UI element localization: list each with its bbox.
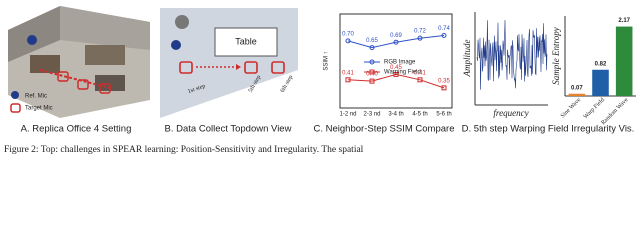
bar <box>615 26 633 97</box>
target-mic-icon <box>179 61 193 74</box>
axis-label: frequency <box>493 108 528 118</box>
table-box <box>214 27 278 57</box>
value-label: 0.41 <box>414 70 426 76</box>
axis-label: Amplitude <box>462 40 472 78</box>
x-tick-label: 5-6 th <box>436 112 451 118</box>
panel-caption: A. Replica Office 4 Setting <box>21 124 132 135</box>
y-axis-label: Sample Entropy <box>551 27 561 84</box>
legend-target-icon <box>10 103 21 113</box>
figure: Ref. Mic Target Mic A. Replica Office 4 … <box>4 6 636 155</box>
series-line <box>347 73 445 89</box>
point <box>369 78 375 84</box>
ref-mic-icon <box>171 40 181 50</box>
value-label: 0.35 <box>438 78 450 84</box>
furniture <box>95 75 125 91</box>
value-label: 0.41 <box>342 70 354 76</box>
value-label: 2.17 <box>618 18 630 24</box>
panel-caption: C. Neighbor-Step SSIM Compare <box>314 124 455 135</box>
point <box>369 45 375 51</box>
panel-caption: B. Data Collect Topdown View <box>165 124 292 135</box>
waveform <box>474 12 548 106</box>
point <box>345 77 351 83</box>
target-mic-icon <box>77 79 89 90</box>
room-render <box>8 6 150 118</box>
point <box>345 38 351 44</box>
value-label: 0.07 <box>571 85 583 91</box>
value-label: 0.74 <box>438 26 450 32</box>
point <box>393 71 399 77</box>
value-label: 0.82 <box>595 61 607 67</box>
point <box>417 77 423 83</box>
point <box>393 39 399 45</box>
point <box>417 35 423 41</box>
legend-label: Target Mic <box>25 106 53 112</box>
legend-ref-icon <box>11 91 19 99</box>
bar <box>568 93 586 96</box>
target-mic-icon <box>244 61 258 74</box>
target-mic-icon <box>271 61 285 74</box>
wave-line <box>476 19 548 90</box>
room-wall <box>8 6 60 62</box>
ref-mic-icon <box>27 35 37 45</box>
legend-label: Ref. Mic <box>25 94 47 100</box>
y-axis-label: SSIM ↑ <box>324 51 330 70</box>
plot-frame <box>339 13 453 109</box>
x-tick-label: 3-4 th <box>388 112 403 118</box>
table-label: Table <box>235 36 257 46</box>
target-mic-icon <box>57 71 69 82</box>
x-tick-label: Warp Field <box>583 97 606 120</box>
x-tick-label: 4-5 th <box>412 112 427 118</box>
arrow-head <box>236 64 241 70</box>
legend-label: RGB Image <box>384 60 416 66</box>
path-arrow <box>39 69 111 89</box>
room-wall <box>60 6 150 50</box>
value-label: 0.40 <box>366 72 378 78</box>
series-line <box>347 35 445 49</box>
value-label: 0.72 <box>414 29 426 35</box>
speaker-icon <box>175 15 189 29</box>
step-label: 1st step <box>187 83 206 95</box>
furniture <box>30 55 60 73</box>
value-label: 0.69 <box>390 33 402 39</box>
step-label: 6th step <box>280 74 295 93</box>
x-tick-label: Sine Wave <box>560 97 583 120</box>
x-tick-label: 2-3 nd <box>363 112 380 118</box>
point <box>441 32 447 38</box>
value-label: 0.70 <box>342 31 354 37</box>
point <box>441 85 447 91</box>
furniture <box>85 45 125 65</box>
figure-caption: Figure 2: Top: challenges in SPEAR learn… <box>4 145 364 155</box>
bar <box>592 69 609 96</box>
topdown <box>160 8 298 118</box>
value-label: 0.65 <box>366 38 378 44</box>
value-label: 0.45 <box>390 65 402 71</box>
legend-label: Warping Field <box>384 70 421 76</box>
x-tick-label: 1-2 nd <box>339 112 356 118</box>
target-mic-icon <box>99 83 111 94</box>
panel-caption: D. 5th step Warping Field Irregularity V… <box>462 124 635 135</box>
